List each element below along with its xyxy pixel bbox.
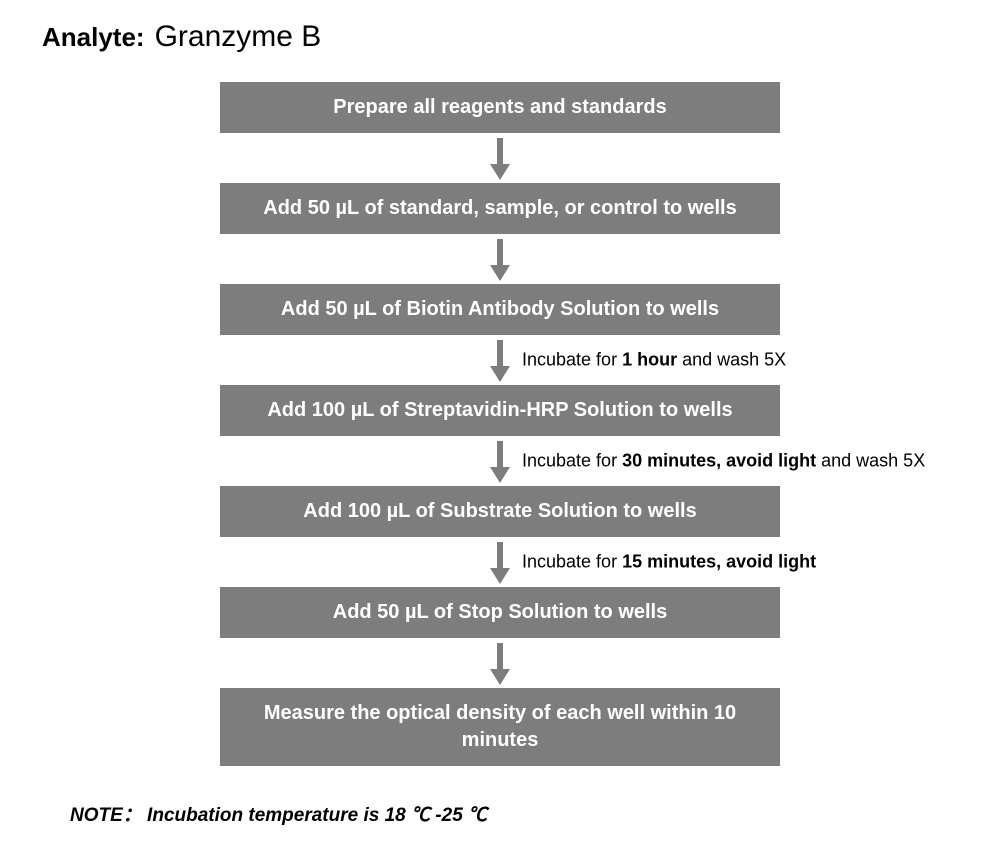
arrow-down-icon (488, 540, 512, 584)
footer-note: NOTE： Incubation temperature is 18 ℃ -25… (70, 800, 960, 827)
step-box: Add 50 µL of standard, sample, or contro… (220, 183, 780, 234)
step-box: Add 100 µL of Substrate Solution to well… (220, 486, 780, 537)
step-box: Measure the optical density of each well… (220, 688, 780, 766)
arrow-row (220, 133, 780, 183)
arrow-caption: Incubate for 30 minutes, avoid light and… (522, 451, 925, 472)
arrow-down-icon (488, 641, 512, 685)
step-box: Add 50 µL of Biotin Antibody Solution to… (220, 284, 780, 335)
arrow-down-icon (488, 338, 512, 382)
step-box: Prepare all reagents and standards (220, 82, 780, 133)
flowchart: Prepare all reagents and standards Add 5… (40, 82, 960, 766)
arrow-row: Incubate for 15 minutes, avoid light (220, 537, 780, 587)
arrow-row (220, 638, 780, 688)
analyte-label: Analyte: (42, 22, 145, 53)
arrow-down-icon (488, 237, 512, 281)
arrow-down-icon (488, 439, 512, 483)
arrow-row: Incubate for 1 hour and wash 5X (220, 335, 780, 385)
header: Analyte: Granzyme B (42, 20, 960, 54)
arrow-row (220, 234, 780, 284)
arrow-down-icon (488, 136, 512, 180)
step-box: Add 50 µL of Stop Solution to wells (220, 587, 780, 638)
arrow-caption: Incubate for 1 hour and wash 5X (522, 350, 786, 371)
step-box: Add 100 µL of Streptavidin-HRP Solution … (220, 385, 780, 436)
arrow-row: Incubate for 30 minutes, avoid light and… (220, 436, 780, 486)
analyte-value: Granzyme B (155, 20, 322, 54)
arrow-caption: Incubate for 15 minutes, avoid light (522, 552, 816, 573)
